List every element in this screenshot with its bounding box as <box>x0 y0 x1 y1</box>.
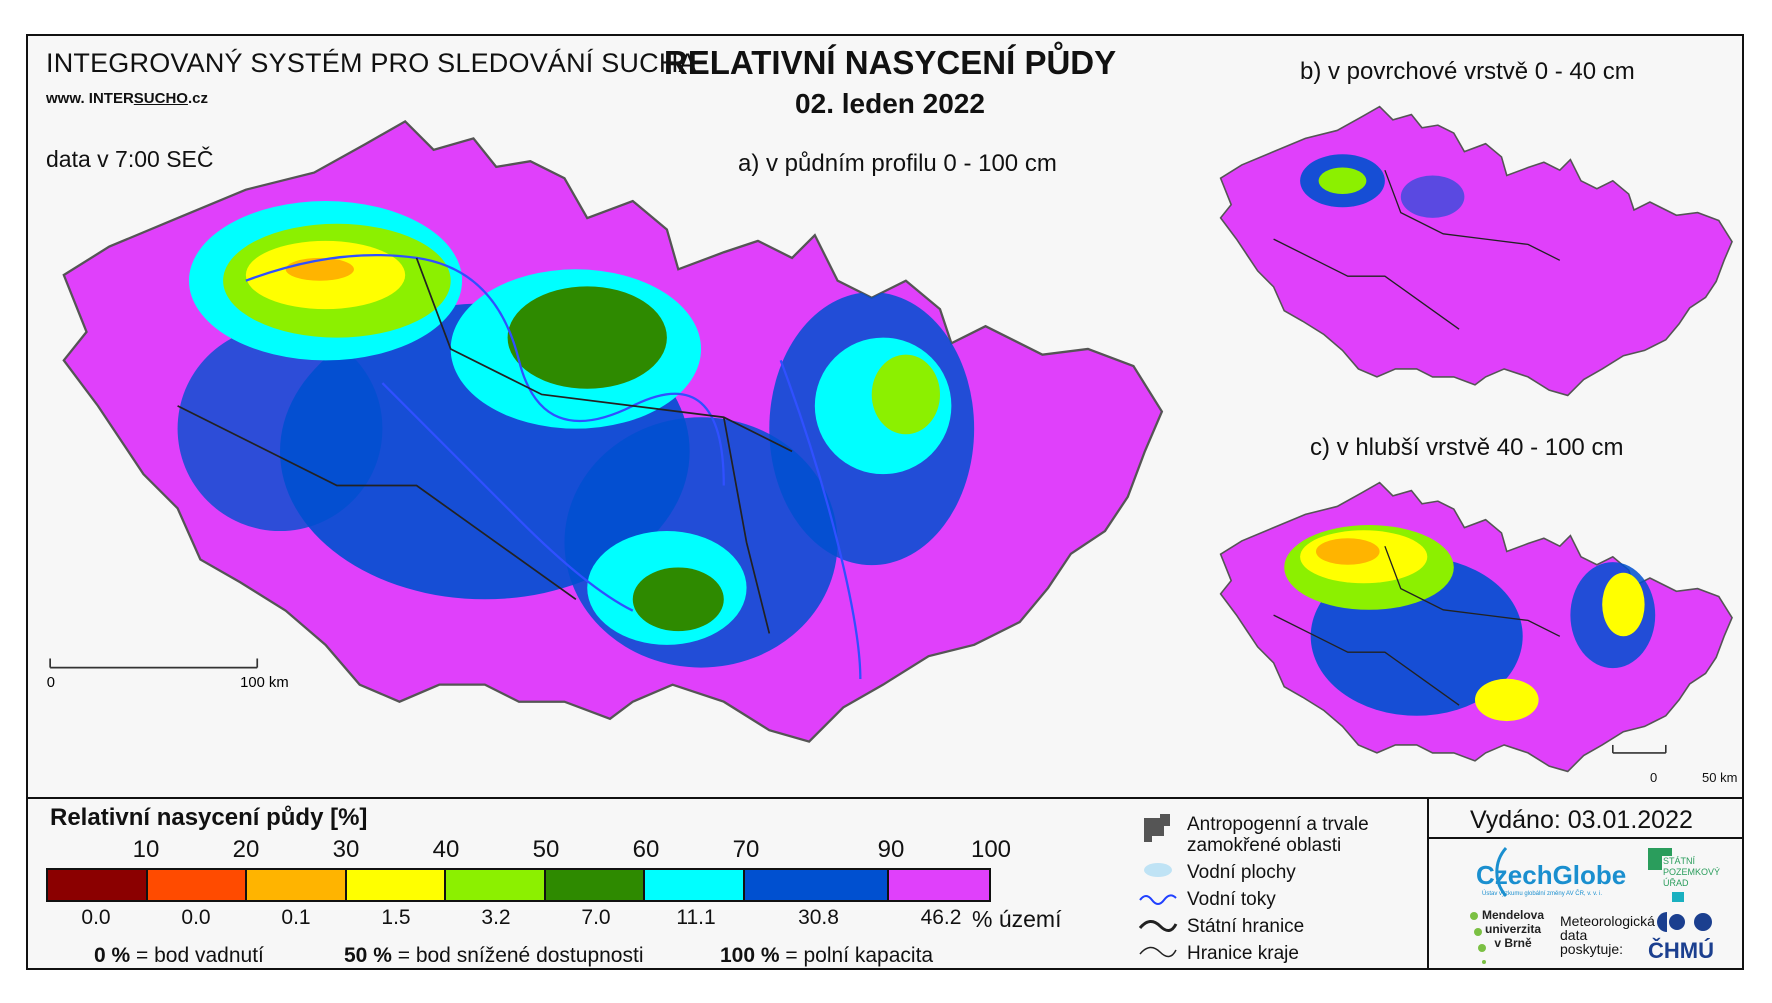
map-b <box>1219 105 1733 397</box>
symbol-icons <box>1138 814 1178 958</box>
data-time: data v 7:00 SEČ <box>46 146 214 172</box>
legend-title: Relativní nasycení půdy [%] <box>50 804 368 831</box>
scale-main-end: 100 km <box>240 675 288 691</box>
legend-percentage: 0.0 <box>81 906 111 929</box>
legend-percentage: 7.0 <box>581 906 611 929</box>
legend-tick: 50 <box>532 836 560 863</box>
spu-logo: STÁTNÍ POZEMKOVÝ ÚŘAD <box>1663 856 1721 888</box>
map-c-label: c) v hlubší vrstvě 40 - 100 cm <box>1310 434 1624 461</box>
met-data-provider: Meteorologická data poskytuje: <box>1560 913 1655 957</box>
chmu-logo-icon <box>1657 912 1712 932</box>
river-icon <box>1139 894 1177 905</box>
explanation-0: 0 % = bod vadnutí <box>94 944 264 967</box>
legend-color-segment <box>147 870 248 900</box>
legend-color-segment <box>545 870 646 900</box>
legend-color-segment <box>48 870 148 900</box>
mendel-logo: Mendelova univerzita v Brně <box>1482 908 1545 950</box>
symbol-state-border: Státní hranice <box>1187 916 1305 937</box>
main-title: RELATIVNÍ NASYCENÍ PŮDY <box>663 44 1117 81</box>
legend-tick: 30 <box>332 836 360 863</box>
scale-main-zero: 0 <box>47 675 55 691</box>
main-date: 02. leden 2022 <box>795 88 985 119</box>
symbol-region-border: Hranice kraje <box>1187 943 1299 964</box>
legend-color-segment <box>346 870 447 900</box>
legend-tick: 40 <box>432 836 460 863</box>
legend-color-segment <box>446 870 546 900</box>
symbol-anthropogenic: Antropogenní a trvale zamokřené oblasti <box>1187 814 1369 856</box>
water-body-icon <box>1144 863 1172 877</box>
percent-unit: % území <box>972 906 1062 932</box>
mendel-logo-dots <box>1470 912 1486 964</box>
legend-percentage: 30.8 <box>798 906 839 929</box>
state-border-icon <box>1138 920 1178 932</box>
explanation-100: 100 % = polní kapacita <box>720 944 934 967</box>
legend-tick: 10 <box>132 836 160 863</box>
legend-color-segment <box>745 870 890 900</box>
legend-color-segment <box>247 870 347 900</box>
legend-tick: 100 <box>970 836 1012 863</box>
map-a-label: a) v půdním profilu 0 - 100 cm <box>738 150 1057 177</box>
explanation-50: 50 % = bod snížené dostupnosti <box>344 944 644 967</box>
legend-color-segment <box>889 870 989 900</box>
website-link[interactable]: www. INTERSUCHO.cz <box>46 90 208 107</box>
footer-divider-vertical <box>1427 797 1429 969</box>
legend-percentage: 0.0 <box>181 906 211 929</box>
symbol-rivers: Vodní toky <box>1187 889 1276 910</box>
legend-tick: 90 <box>877 836 905 863</box>
map-b-label: b) v povrchové vrstvě 0 - 40 cm <box>1300 58 1635 85</box>
legend-percentage: 3.2 <box>481 906 511 929</box>
scale-small-zero: 0 <box>1650 770 1658 785</box>
legend-colorbar <box>46 868 991 902</box>
legend-percentage: 46.2 <box>920 906 962 929</box>
legend-color-segment <box>645 870 746 900</box>
czechglobe-subtitle: Ústav výzkumu globální změny AV ČR, v. v… <box>1482 891 1603 897</box>
system-title: INTEGROVANÝ SYSTÉM PRO SLEDOVÁNÍ SUCHA <box>46 48 697 78</box>
chmu-logo: ČHMÚ <box>1648 938 1714 963</box>
symbol-water-bodies: Vodní plochy <box>1187 862 1296 883</box>
anthropogenic-area-icon <box>1144 814 1170 842</box>
legend-tick: 60 <box>632 836 660 863</box>
legend-tick: 20 <box>232 836 260 863</box>
czechglobe-logo-arc <box>1495 847 1508 897</box>
issued-date: Vydáno: 03.01.2022 <box>1470 806 1693 834</box>
scale-small-end: 50 km <box>1702 770 1738 785</box>
legend-divider <box>28 797 1742 799</box>
map-c <box>1219 481 1733 773</box>
region-border-icon <box>1139 946 1177 958</box>
footer-divider-horizontal <box>1427 837 1742 839</box>
spu-logo-icon <box>1648 848 1684 902</box>
legend-percentage: 1.5 <box>381 906 411 929</box>
map-a: 0 100 km <box>47 120 1164 743</box>
legend-percentage: 11.1 <box>676 906 716 929</box>
legend-tick: 70 <box>732 836 760 863</box>
legend-percentage: 0.1 <box>281 906 311 929</box>
czechglobe-logo: CzechGlobe <box>1476 860 1627 890</box>
